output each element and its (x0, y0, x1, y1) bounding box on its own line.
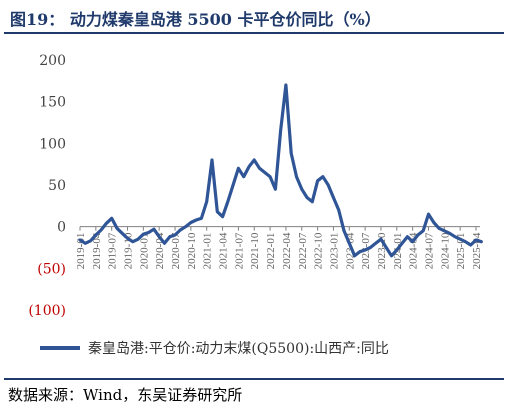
legend: 秦皇岛港:平仓价:动力末煤(Q5500):山西产:同比 (40, 341, 389, 357)
footer-divider (4, 378, 504, 380)
y-tick-label: 50 (48, 178, 66, 194)
y-axis-ticks: 200 150 100 50 0 (50) (100) (28, 53, 66, 319)
x-tick-label: 2020-10 (186, 232, 198, 269)
title-divider (4, 32, 504, 34)
y-tick-label: (50) (37, 261, 66, 277)
x-tick-label: 2021-04 (218, 232, 230, 269)
x-tick-label: 2019-01 (75, 233, 87, 270)
y-tick-label: 150 (39, 95, 66, 111)
x-tick-label: 2022-10 (313, 232, 325, 269)
x-tick-label: 2022-07 (297, 232, 309, 269)
x-tick-label: 2019-07 (107, 232, 119, 269)
x-tick-label: 2020-07 (170, 232, 182, 269)
y-tick-label: (100) (28, 303, 66, 319)
x-tick-label: 2021-10 (249, 232, 261, 269)
y-tick-label: 100 (39, 136, 66, 152)
x-tick-label: 2024-07 (423, 232, 435, 269)
x-tick-label: 2023-01 (328, 233, 340, 270)
series-line (78, 83, 483, 258)
x-axis-ticks: 2019-01 2019-04 2019-07 2019-10 2020-01 2020-… (75, 226, 483, 270)
page-title: 图19： 动力煤秦皇岛港 5500 卡平仓价同比（%） (10, 10, 381, 29)
x-tick-label: 2020-01 (138, 233, 150, 270)
x-tick-label: 2022-04 (281, 232, 293, 269)
x-tick-label: 2019-04 (91, 232, 103, 269)
x-tick-label: 2024-10 (439, 232, 451, 269)
source-note: 数据来源：Wind，东吴证券研究所 (8, 386, 243, 404)
x-tick-label: 2022-01 (265, 233, 277, 270)
y-tick-label: 200 (39, 53, 66, 69)
x-tick-label: 2023-10 (376, 232, 388, 269)
x-tick-label: 2025-04 (471, 232, 483, 269)
x-tick-label: 2021-01 (202, 233, 214, 270)
y-tick-label: 0 (57, 220, 66, 236)
x-tick-label: 2021-07 (233, 232, 245, 269)
legend-label: 秦皇岛港:平仓价:动力末煤(Q5500):山西产:同比 (88, 341, 389, 357)
